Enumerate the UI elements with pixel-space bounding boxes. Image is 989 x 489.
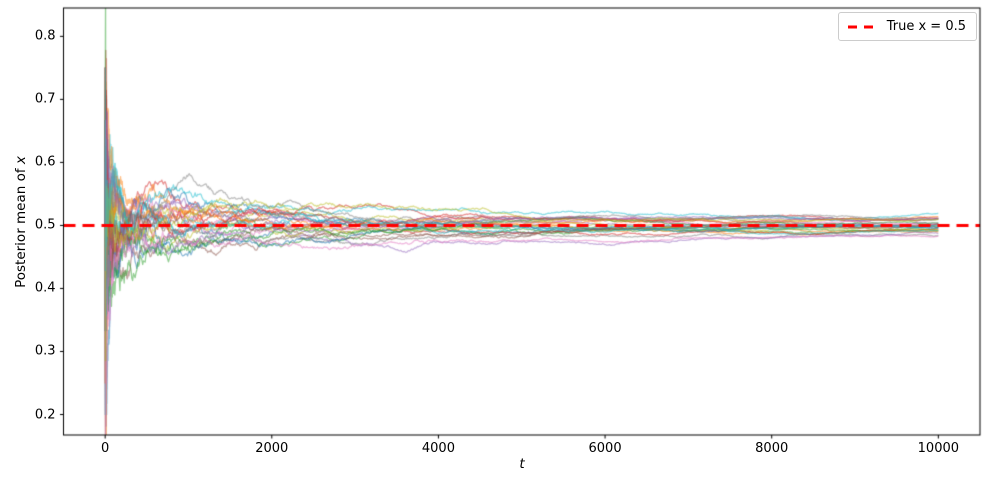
y-tick-label: 0.7 (34, 91, 56, 107)
legend-dashed-line-sample (847, 25, 878, 28)
x-axis-label-variable: t (519, 456, 525, 472)
y-tick-label: 0.5 (34, 217, 56, 233)
y-axis-label-variable: x (13, 156, 29, 165)
legend-label: True x = 0.5 (886, 19, 966, 34)
x-tick-label: 8000 (755, 441, 789, 456)
y-tick-label: 0.2 (34, 407, 56, 423)
y-axis-label-text: Posterior mean of (13, 164, 29, 288)
y-axis-label: Posterior mean of x (13, 156, 29, 288)
legend: True x = 0.5 (837, 12, 977, 41)
x-tick-label: 2000 (255, 441, 289, 456)
x-tick-label: 4000 (421, 441, 455, 456)
y-tick-label: 0.8 (34, 28, 56, 44)
x-tick-label: 0 (101, 441, 110, 456)
y-tick-label: 0.3 (34, 343, 56, 359)
y-tick-label: 0.4 (34, 280, 56, 296)
x-tick-label: 10000 (917, 441, 960, 456)
x-tick-label: 6000 (588, 441, 622, 456)
x-axis-label: t (519, 456, 524, 472)
y-tick-label: 0.6 (34, 154, 56, 170)
